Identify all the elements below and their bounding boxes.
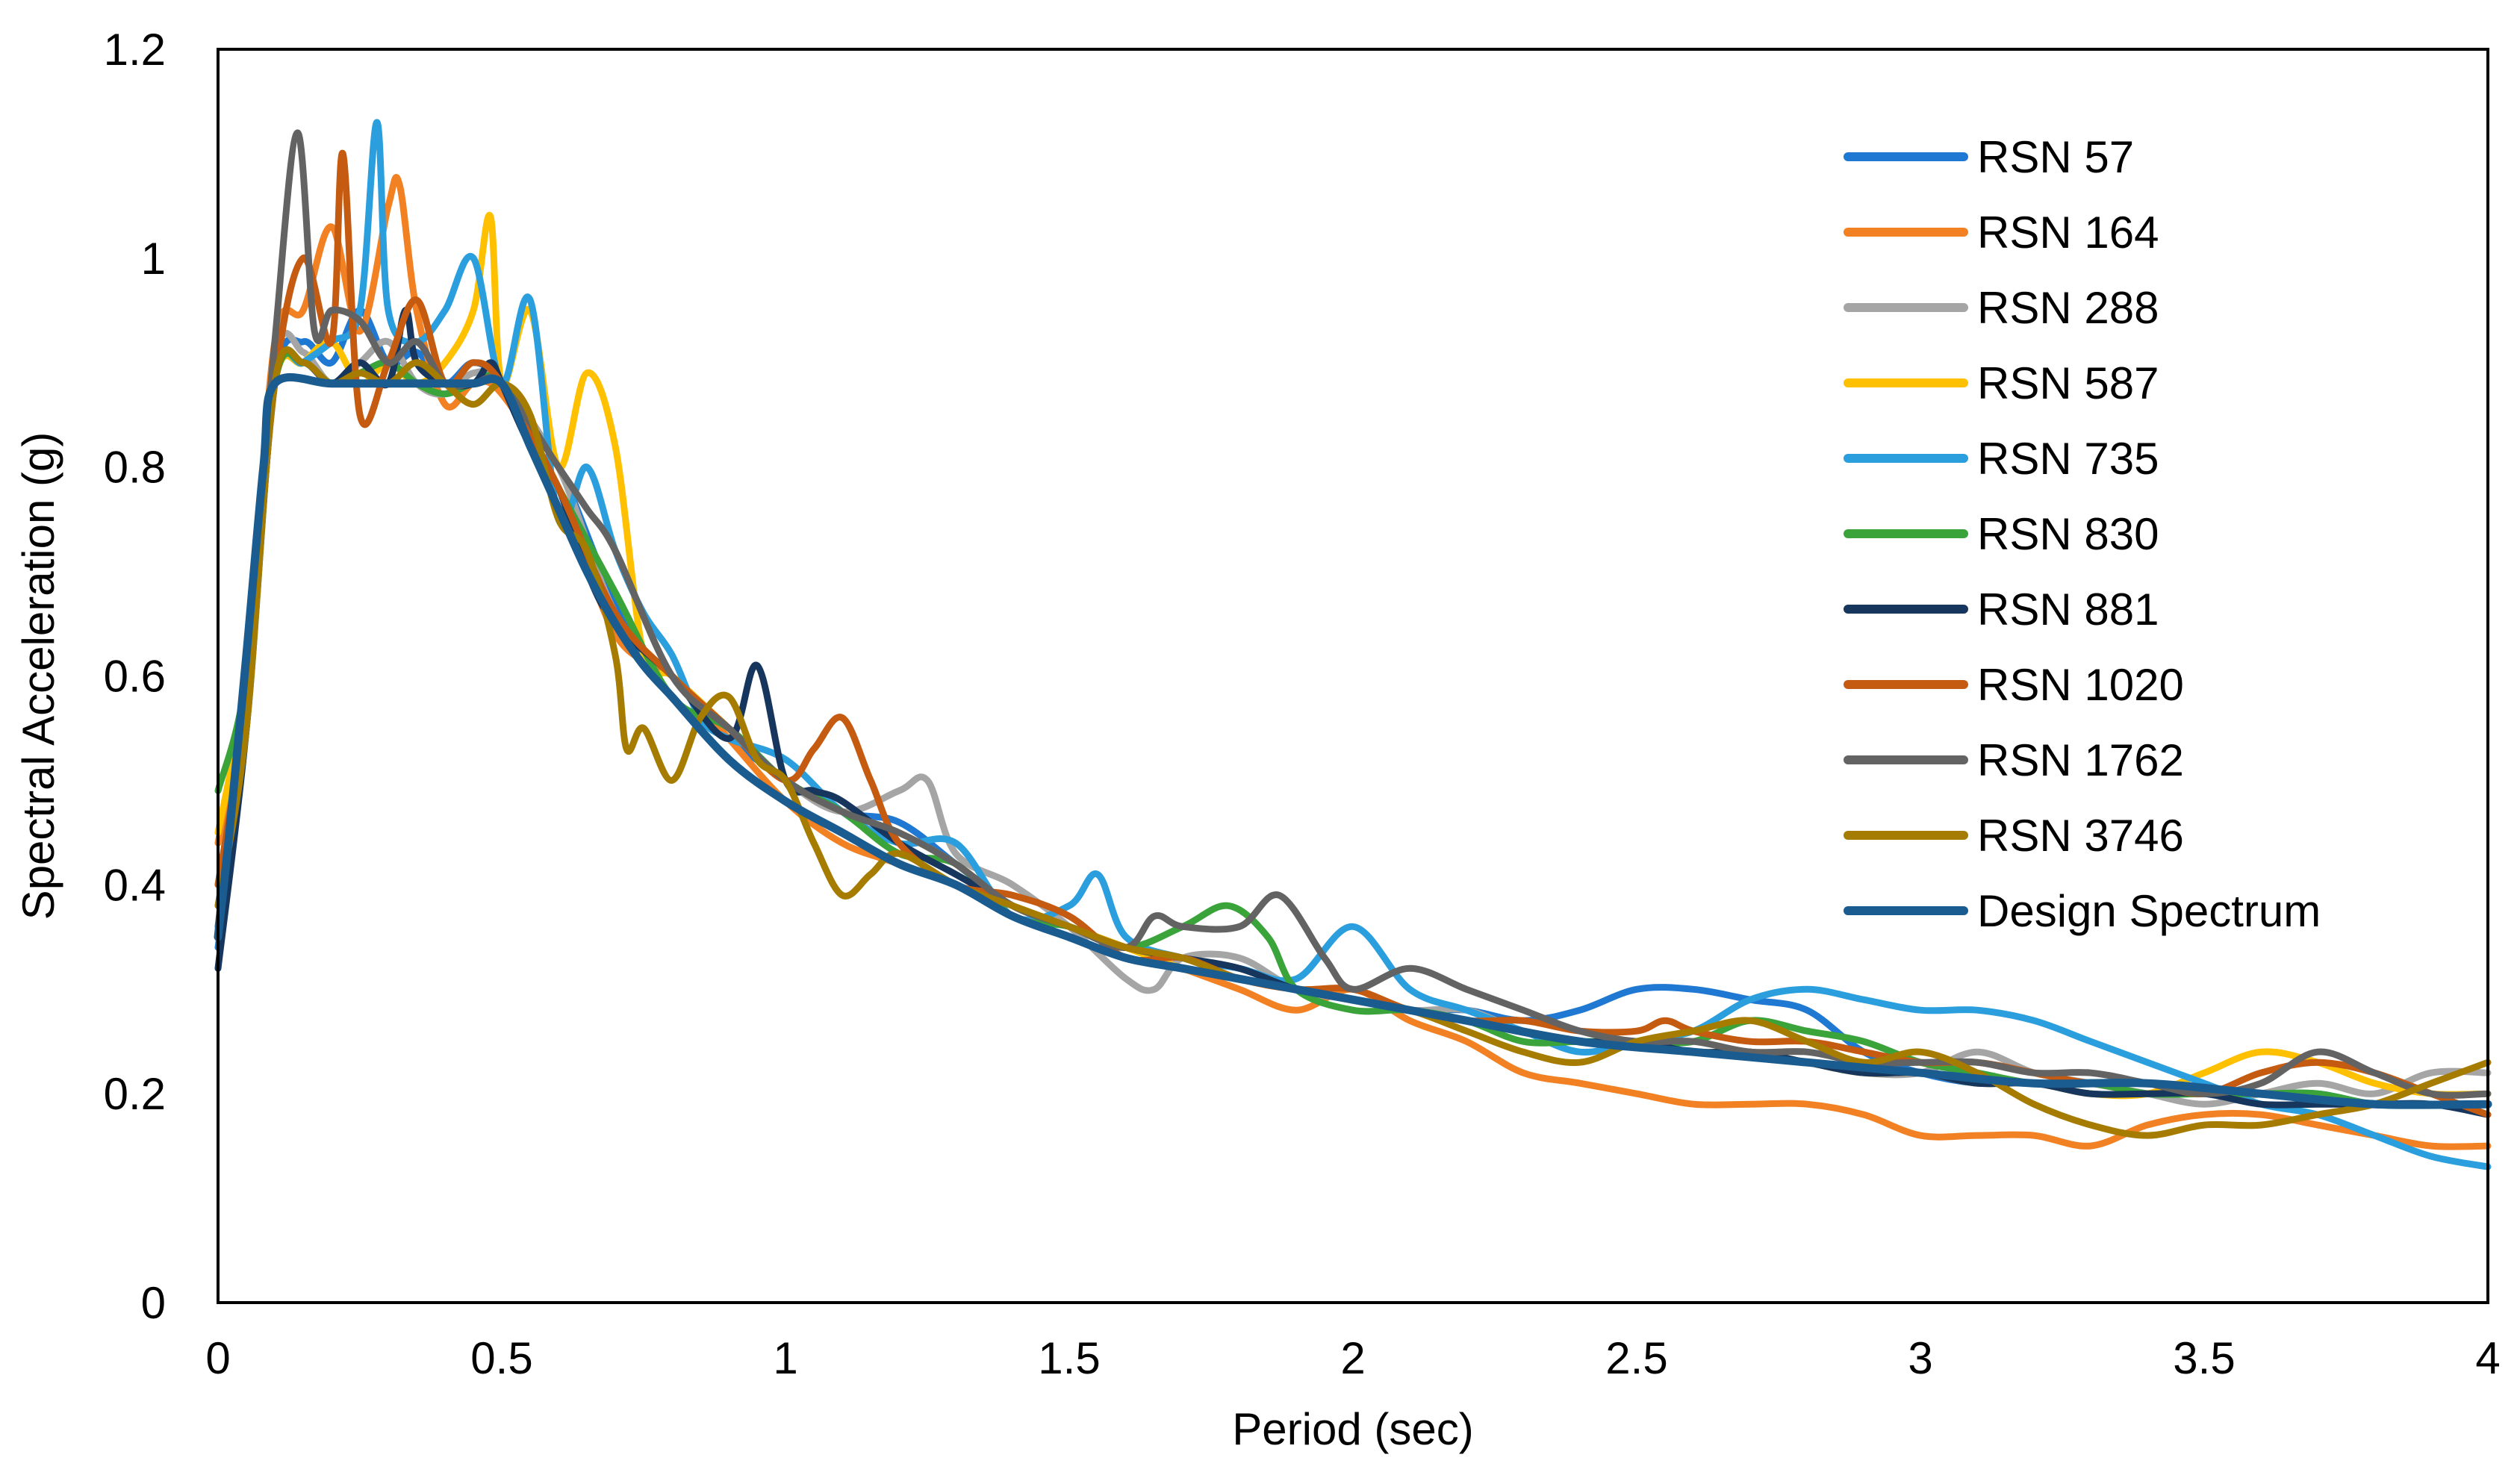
legend-label-rsn-57: RSN 57: [1977, 132, 2134, 182]
y-tick-label: 0: [141, 1278, 166, 1328]
x-tick-label: 3.5: [2173, 1333, 2235, 1383]
y-axis-ticks: 0 0.2 0.4 0.6 0.8 1 1.2: [104, 25, 166, 1328]
y-tick-label: 1: [141, 234, 166, 284]
legend: RSN 57 RSN 164 RSN 288 RSN 587 RSN 735 RSN 83…: [1844, 132, 2321, 936]
legend-label-rsn-288: RSN 288: [1977, 283, 2159, 333]
legend-label-rsn-881: RSN 881: [1977, 584, 2159, 635]
x-axis-title: Period (sec): [1232, 1404, 1473, 1454]
legend-label-rsn-735: RSN 735: [1977, 434, 2159, 484]
x-tick-label: 4: [2475, 1333, 2500, 1383]
x-axis-ticks: 0 0.5 1 1.5 2 2.5 3 3.5 4: [205, 1333, 2500, 1383]
x-tick-label: 2: [1340, 1333, 1365, 1383]
x-tick-label: 3: [1908, 1333, 1932, 1383]
legend-label-design-spectrum: Design Spectrum: [1977, 886, 2321, 936]
legend-label-rsn-587: RSN 587: [1977, 358, 2159, 408]
x-tick-label: 2.5: [1605, 1333, 1667, 1383]
y-tick-label: 0.2: [104, 1069, 166, 1119]
legend-label-rsn-1020: RSN 1020: [1977, 660, 2184, 710]
x-tick-label: 0.5: [470, 1333, 532, 1383]
legend-label-rsn-164: RSN 164: [1977, 208, 2159, 258]
legend-label-rsn-3746: RSN 3746: [1977, 811, 2184, 861]
y-tick-label: 1.2: [104, 25, 166, 75]
x-tick-label: 1: [773, 1333, 797, 1383]
y-axis-title: Spectral Acceleration (g): [13, 432, 63, 920]
y-tick-label: 0.8: [104, 443, 166, 493]
x-tick-label: 0: [205, 1333, 230, 1383]
legend-label-rsn-830: RSN 830: [1977, 509, 2159, 559]
y-tick-label: 0.4: [104, 860, 166, 910]
x-tick-label: 1.5: [1038, 1333, 1100, 1383]
legend-label-rsn-1762: RSN 1762: [1977, 735, 2184, 785]
series-line-design-spectrum: [214, 372, 2492, 1109]
y-tick-label: 0.6: [104, 652, 166, 702]
series-lines: [214, 119, 2492, 1170]
series-line-rsn-735: [214, 119, 2492, 1170]
plot-area-frame: [217, 48, 2489, 1304]
